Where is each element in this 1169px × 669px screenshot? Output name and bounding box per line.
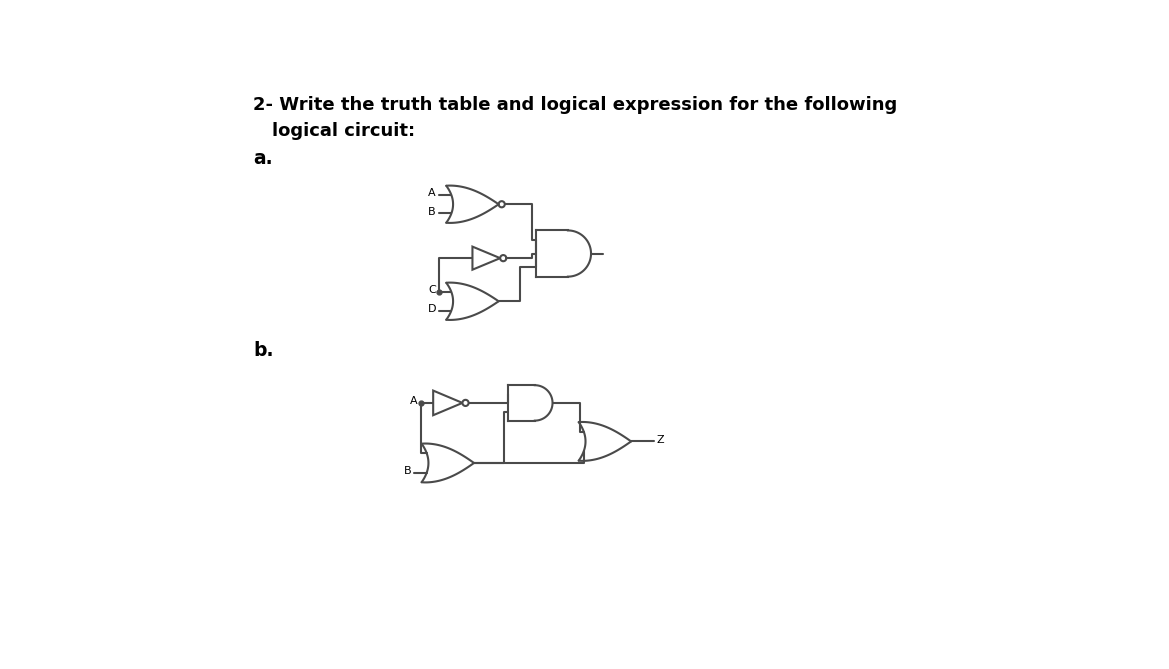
- Text: B: B: [403, 466, 411, 476]
- Text: A: A: [410, 396, 417, 406]
- Text: a.: a.: [253, 149, 272, 168]
- Text: C: C: [428, 286, 436, 296]
- Text: 2- Write the truth table and logical expression for the following: 2- Write the truth table and logical exp…: [253, 96, 898, 114]
- Text: A: A: [428, 189, 436, 199]
- Text: logical circuit:: logical circuit:: [272, 122, 415, 140]
- Text: D: D: [428, 304, 436, 314]
- Text: b.: b.: [253, 341, 274, 361]
- Text: Z: Z: [657, 435, 664, 445]
- Text: B: B: [428, 207, 436, 217]
